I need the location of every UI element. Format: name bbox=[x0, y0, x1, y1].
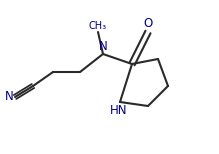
Text: CH₃: CH₃ bbox=[89, 20, 107, 30]
Text: HN: HN bbox=[110, 104, 128, 117]
Text: O: O bbox=[143, 17, 153, 30]
Text: N: N bbox=[5, 91, 14, 103]
Text: N: N bbox=[99, 40, 107, 53]
